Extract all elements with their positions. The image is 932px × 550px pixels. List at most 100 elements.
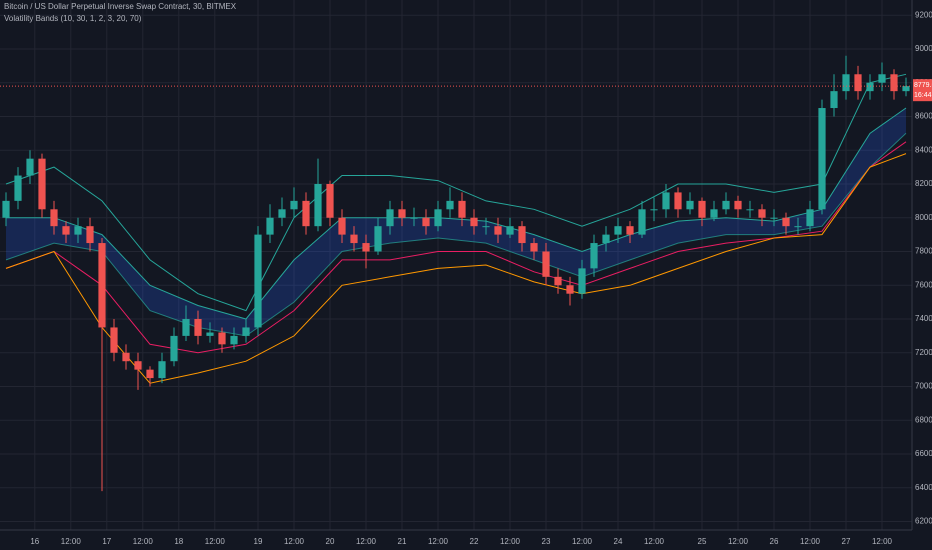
y-tick-label: 7800.0 xyxy=(915,247,932,256)
candle-body xyxy=(182,319,190,336)
candle-body xyxy=(662,192,670,210)
candle-body xyxy=(542,251,550,277)
candle-body xyxy=(230,335,238,345)
candle-body xyxy=(38,158,46,210)
y-tick-label: 6400.0 xyxy=(915,483,932,492)
candle-body xyxy=(362,243,370,252)
candle-body xyxy=(854,74,862,92)
x-tick-label: 12:00 xyxy=(800,537,821,546)
x-tick-label: 12:00 xyxy=(728,537,749,546)
candle-body xyxy=(614,226,622,235)
last-price-tag xyxy=(913,79,932,102)
candle-body xyxy=(554,276,562,286)
candle-body xyxy=(506,226,514,235)
candle-body xyxy=(146,369,154,379)
candle-body xyxy=(842,74,850,92)
candle-body xyxy=(818,108,826,210)
candle-body xyxy=(2,200,10,218)
y-tick-label: 7000.0 xyxy=(915,382,932,391)
indicator-label: Volatility Bands (10, 30, 1, 2, 3, 20, 7… xyxy=(4,14,142,23)
y-tick-label: 6200.0 xyxy=(915,517,932,526)
candle-body xyxy=(86,226,94,244)
candle-body xyxy=(890,74,898,92)
candle-body xyxy=(170,335,178,362)
y-tick-label: 8000.0 xyxy=(915,213,932,222)
candle-body xyxy=(398,209,406,218)
candle-body xyxy=(482,226,490,228)
y-tick-label: 9000.0 xyxy=(915,44,932,53)
x-tick-label: 17 xyxy=(102,537,111,546)
y-tick-label: 7400.0 xyxy=(915,314,932,323)
x-tick-label: 12:00 xyxy=(500,537,521,546)
candle-body xyxy=(878,74,886,83)
x-tick-label: 20 xyxy=(326,537,335,546)
candle-body xyxy=(242,327,250,336)
x-tick-label: 27 xyxy=(842,537,851,546)
candle-body xyxy=(458,200,466,218)
y-tick-label: 8600.0 xyxy=(915,112,932,121)
x-tick-label: 12:00 xyxy=(133,537,154,546)
candle-body xyxy=(782,217,790,227)
candle-body xyxy=(302,200,310,227)
candle-body xyxy=(278,209,286,218)
candle-body xyxy=(530,243,538,252)
candle-body xyxy=(518,226,526,244)
candle-body xyxy=(590,243,598,269)
candle-body xyxy=(602,234,610,244)
candle-body xyxy=(650,209,658,211)
candle-body xyxy=(806,209,814,227)
x-tick-label: 18 xyxy=(174,537,183,546)
y-tick-label: 6800.0 xyxy=(915,415,932,424)
candle-body xyxy=(266,217,274,235)
candle-body xyxy=(422,217,430,227)
candle-body xyxy=(494,226,502,235)
candle-body xyxy=(698,200,706,218)
candle-body xyxy=(794,226,802,228)
candle-body xyxy=(350,234,358,244)
candle-body xyxy=(758,209,766,218)
candle-body xyxy=(314,183,322,227)
grid xyxy=(0,0,912,530)
band-fill xyxy=(6,108,906,336)
band-line xyxy=(5,73,907,312)
candle-body xyxy=(110,327,118,353)
candle-body xyxy=(14,175,22,201)
y-tick-label: 8200.0 xyxy=(915,179,932,188)
candle-body xyxy=(674,192,682,210)
x-tick-label: 12:00 xyxy=(205,537,226,546)
y-tick-label: 8400.0 xyxy=(915,145,932,154)
candle-body xyxy=(734,200,742,210)
candle-body xyxy=(434,209,442,227)
candle-body xyxy=(410,217,418,219)
y-tick-label: 9200.0 xyxy=(915,10,932,19)
candle-body xyxy=(122,352,130,362)
x-tick-label: 19 xyxy=(254,537,263,546)
x-tick-label: 12:00 xyxy=(872,537,893,546)
x-tick-label: 12:00 xyxy=(61,537,82,546)
candle-body xyxy=(578,268,586,294)
candle-body xyxy=(638,209,646,235)
x-tick-label: 21 xyxy=(398,537,407,546)
candle-body xyxy=(722,200,730,210)
x-tick-label: 22 xyxy=(470,537,479,546)
candle-body xyxy=(254,234,262,328)
candle-body xyxy=(710,209,718,218)
x-tick-label: 12:00 xyxy=(284,537,305,546)
candle-body xyxy=(902,86,910,92)
candle-body xyxy=(374,226,382,252)
x-tick-label: 16 xyxy=(30,537,39,546)
candle-body xyxy=(470,217,478,227)
candle-body xyxy=(566,285,574,294)
candle-body xyxy=(218,332,226,345)
y-tick-label: 6600.0 xyxy=(915,449,932,458)
candle-body xyxy=(26,158,34,176)
candle-body xyxy=(134,361,142,370)
candle-body xyxy=(770,217,778,219)
candle-body xyxy=(194,319,202,336)
band-line xyxy=(5,153,907,384)
x-tick-label: 23 xyxy=(542,537,551,546)
x-tick-label: 26 xyxy=(770,537,779,546)
